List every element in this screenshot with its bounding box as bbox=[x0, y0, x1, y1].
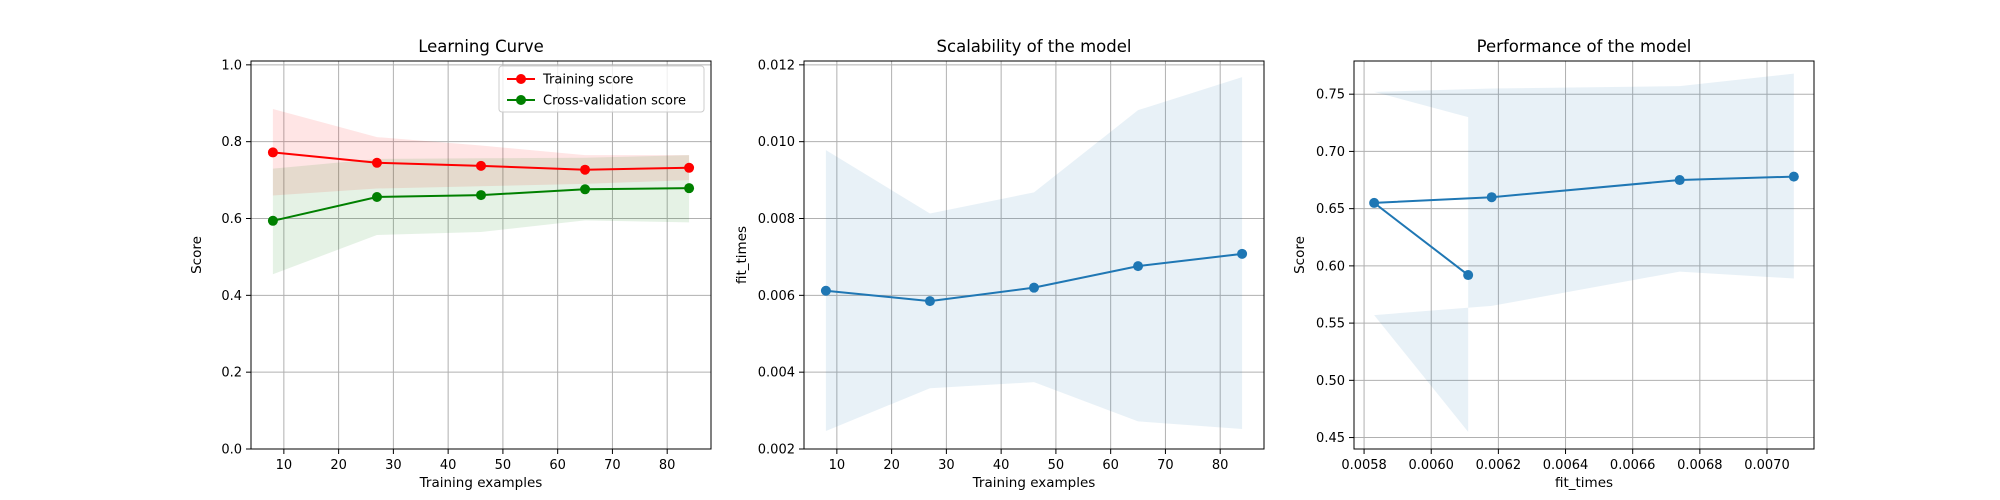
x-tick-label: 0.0066 bbox=[1610, 458, 1656, 473]
x-tick-label: 40 bbox=[440, 458, 457, 473]
x-tick-label: 60 bbox=[1102, 458, 1119, 473]
std-band-series-1 bbox=[825, 77, 1243, 431]
x-tick-label: 0.0064 bbox=[1543, 458, 1589, 473]
data-point bbox=[1463, 270, 1474, 281]
chart-panel-2: 10 20 30 40 50 60 70 80 0.002 0.004 0.006 0.008 0.01… bbox=[734, 37, 1265, 491]
x-axis-label: Training examples bbox=[972, 475, 1096, 491]
y-tick-label: 0.8 bbox=[221, 135, 242, 150]
x-tick-label: 80 bbox=[659, 458, 676, 473]
x-tick-label: 20 bbox=[330, 458, 347, 473]
data-point bbox=[1674, 175, 1685, 186]
y-tick-label: 1.0 bbox=[221, 58, 242, 73]
data-point bbox=[267, 215, 278, 226]
x-tick-label: 50 bbox=[1048, 458, 1065, 473]
y-tick-label: 0.50 bbox=[1316, 374, 1345, 389]
x-tick-label: 60 bbox=[549, 458, 566, 473]
y-tick-label: 0.4 bbox=[221, 289, 242, 304]
x-tick-label: 0.0068 bbox=[1677, 458, 1723, 473]
x-tick-label: 0.0060 bbox=[1408, 458, 1454, 473]
x-tick-label: 0.0058 bbox=[1341, 458, 1387, 473]
data-point bbox=[684, 183, 695, 194]
x-tick-label: 0.0070 bbox=[1744, 458, 1790, 473]
data-point bbox=[371, 191, 382, 202]
y-tick-label: 0.75 bbox=[1316, 88, 1345, 103]
y-tick-label: 0.010 bbox=[758, 135, 795, 150]
x-tick-label: 30 bbox=[385, 458, 402, 473]
legend-label: Training score bbox=[542, 73, 633, 88]
data-point bbox=[1133, 261, 1144, 272]
legend-marker bbox=[516, 95, 526, 105]
data-point bbox=[371, 157, 382, 168]
x-tick-label: 10 bbox=[276, 458, 293, 473]
x-tick-label: 50 bbox=[495, 458, 512, 473]
y-tick-label: 0.2 bbox=[221, 366, 242, 381]
data-point bbox=[580, 164, 591, 175]
x-tick-label: 10 bbox=[829, 458, 846, 473]
chart-title: Scalability of the model bbox=[937, 37, 1132, 56]
y-axis-label: fit_times bbox=[734, 226, 750, 284]
y-tick-label: 0.008 bbox=[758, 212, 795, 227]
legend-box bbox=[498, 65, 705, 113]
y-tick-label: 0.65 bbox=[1316, 202, 1345, 217]
chart-panel-3: 0.0058 0.0060 0.0062 0.0064 0.0066 0.0068 0.00… bbox=[1292, 37, 1815, 491]
y-tick-label: 0.55 bbox=[1316, 317, 1345, 332]
legend: Training score Cross-validation score bbox=[498, 65, 705, 113]
y-tick-label: 0.004 bbox=[758, 366, 795, 381]
chart-title: Learning Curve bbox=[418, 37, 544, 56]
data-point bbox=[476, 160, 486, 171]
y-tick-label: 0.60 bbox=[1316, 259, 1345, 274]
y-axis-label: Score bbox=[189, 236, 205, 274]
y-tick-label: 0.006 bbox=[758, 289, 795, 304]
chart-panel-1: 10 20 30 40 50 60 70 80 0.0 0.2 0.4 0.6 0.8 1.0 Learni… bbox=[189, 37, 712, 491]
x-tick-label: 20 bbox=[883, 458, 900, 473]
legend-marker bbox=[516, 74, 526, 84]
data-point bbox=[267, 147, 278, 158]
x-tick-label: 30 bbox=[938, 458, 955, 473]
data-point bbox=[1486, 192, 1497, 203]
x-tick-label: 70 bbox=[604, 458, 621, 473]
std-band-cross-validation-score bbox=[272, 155, 690, 275]
x-axis-label: Training examples bbox=[419, 475, 543, 491]
x-tick-label: 40 bbox=[993, 458, 1010, 473]
data-point bbox=[580, 184, 591, 195]
plot-frame bbox=[803, 60, 1265, 450]
y-tick-label: 0.0 bbox=[221, 443, 242, 458]
legend-label: Cross-validation score bbox=[543, 94, 686, 109]
data-point bbox=[924, 296, 935, 307]
data-point bbox=[476, 190, 486, 201]
plot-frame bbox=[1353, 60, 1815, 450]
data-point bbox=[820, 285, 831, 296]
x-tick-label: 80 bbox=[1212, 458, 1229, 473]
std-band-series-1 bbox=[1374, 73, 1794, 432]
x-axis-label: fit_times bbox=[1555, 475, 1613, 491]
y-tick-label: 0.70 bbox=[1316, 145, 1345, 160]
y-tick-label: 0.002 bbox=[758, 443, 795, 458]
y-tick-label: 0.6 bbox=[221, 212, 242, 227]
plot-frame bbox=[250, 60, 712, 450]
x-tick-label: 70 bbox=[1157, 458, 1174, 473]
y-tick-label: 0.45 bbox=[1316, 431, 1345, 446]
data-point bbox=[1788, 171, 1799, 182]
data-point bbox=[1369, 197, 1380, 208]
y-tick-label: 0.012 bbox=[758, 58, 795, 73]
x-tick-label: 0.0062 bbox=[1476, 458, 1522, 473]
y-axis-label: Score bbox=[1292, 236, 1308, 274]
data-point bbox=[1029, 282, 1039, 293]
data-point bbox=[684, 162, 695, 173]
chart-title: Performance of the model bbox=[1477, 37, 1692, 56]
data-point bbox=[1237, 248, 1248, 259]
